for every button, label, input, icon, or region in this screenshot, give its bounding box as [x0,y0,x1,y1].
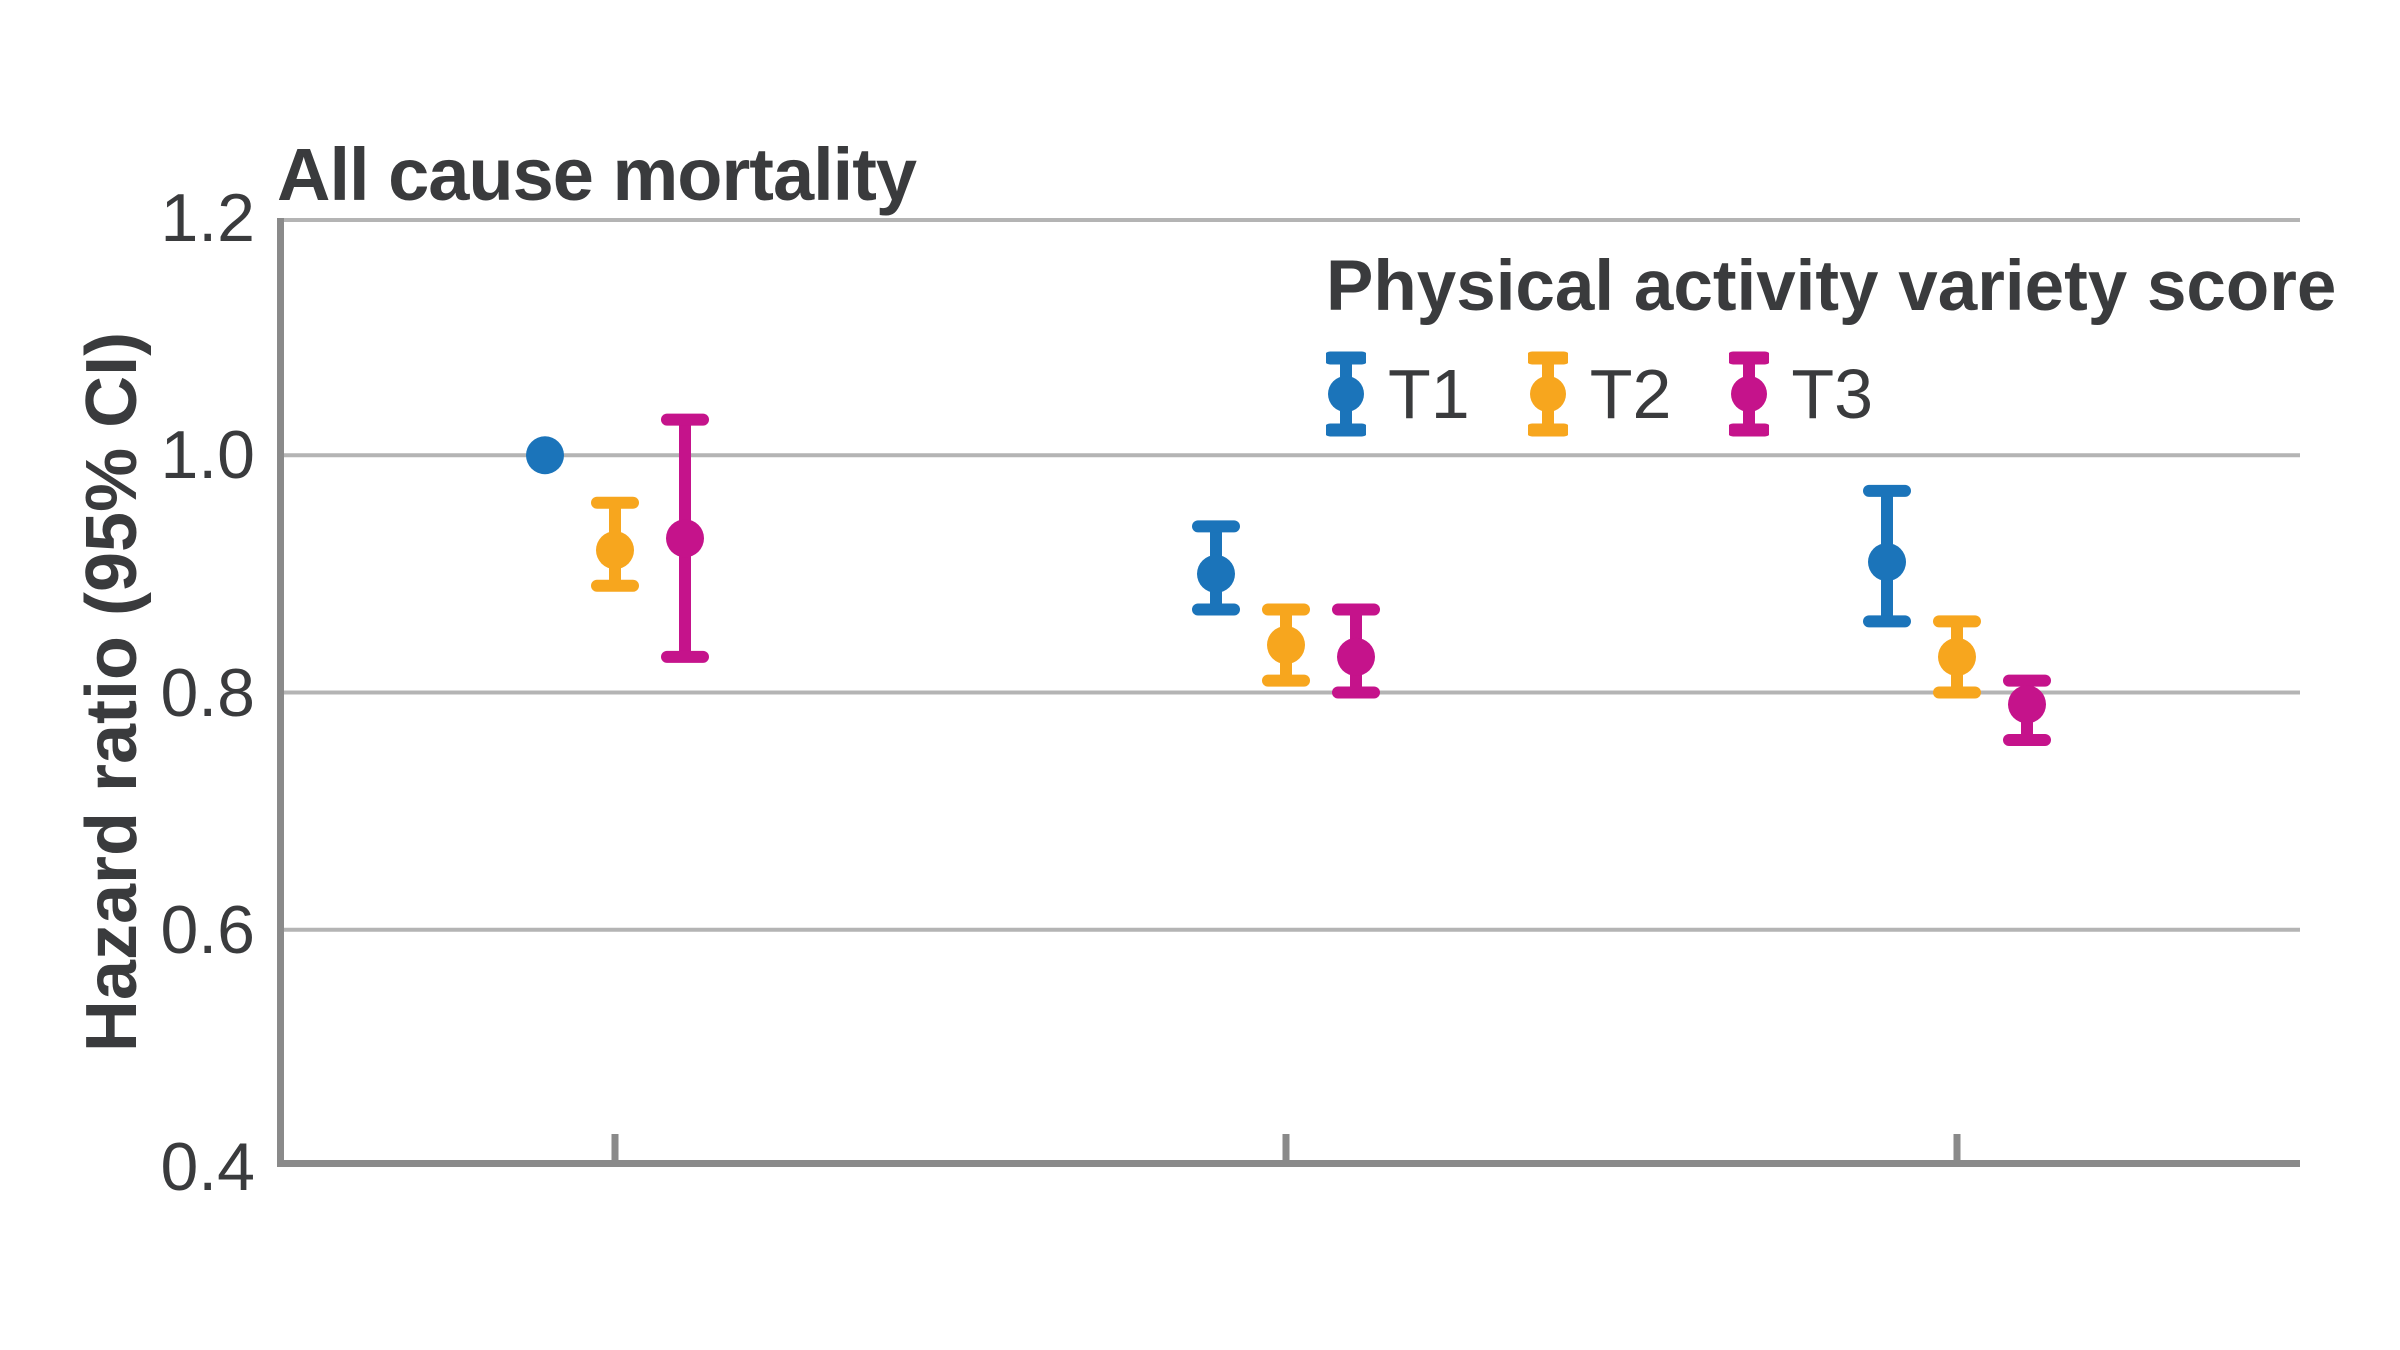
legend-item-label: T3 [1791,354,1874,433]
point-T1-g3 [1868,543,1906,582]
legend-item-T3: T3 [1729,350,1873,438]
y-tick-label-0.6: 0.6 [160,891,255,968]
point-T1-g1 [526,436,564,475]
legend-item-T2: T2 [1527,350,1672,438]
point-T3-g1 [666,519,704,558]
legend-items: T1 T2 T3 [1326,350,2336,438]
point-T1-g2 [1197,554,1235,593]
legend-title: Physical activity variety score [1326,247,2337,326]
legend-item-label: T2 [1589,354,1672,433]
point-T3-g3 [2008,685,2046,724]
point-T2-g2 [1267,626,1305,665]
errorbar-marker-icon [1729,351,1770,437]
point-T2-g3 [1938,637,1976,676]
legend-item-T1: T1 [1326,350,1470,438]
errorbar-marker-icon [1527,351,1568,437]
y-tick-label-1.2: 1.2 [160,180,255,256]
plot-area [277,218,2300,1167]
y-tick-label-0.8: 0.8 [160,654,255,731]
chart-title: All cause mortality [277,133,917,216]
legend-item-label: T1 [1388,354,1470,433]
point-T2-g1 [596,531,634,570]
point-T3-g2 [1337,637,1375,676]
legend: Physical activity variety score T1 T2 T3 [1326,246,2336,438]
y-tick-label-0.4: 0.4 [160,1129,255,1205]
y-tick-label-1.0: 1.0 [160,417,255,494]
errorbar-marker-icon [1326,351,1366,437]
